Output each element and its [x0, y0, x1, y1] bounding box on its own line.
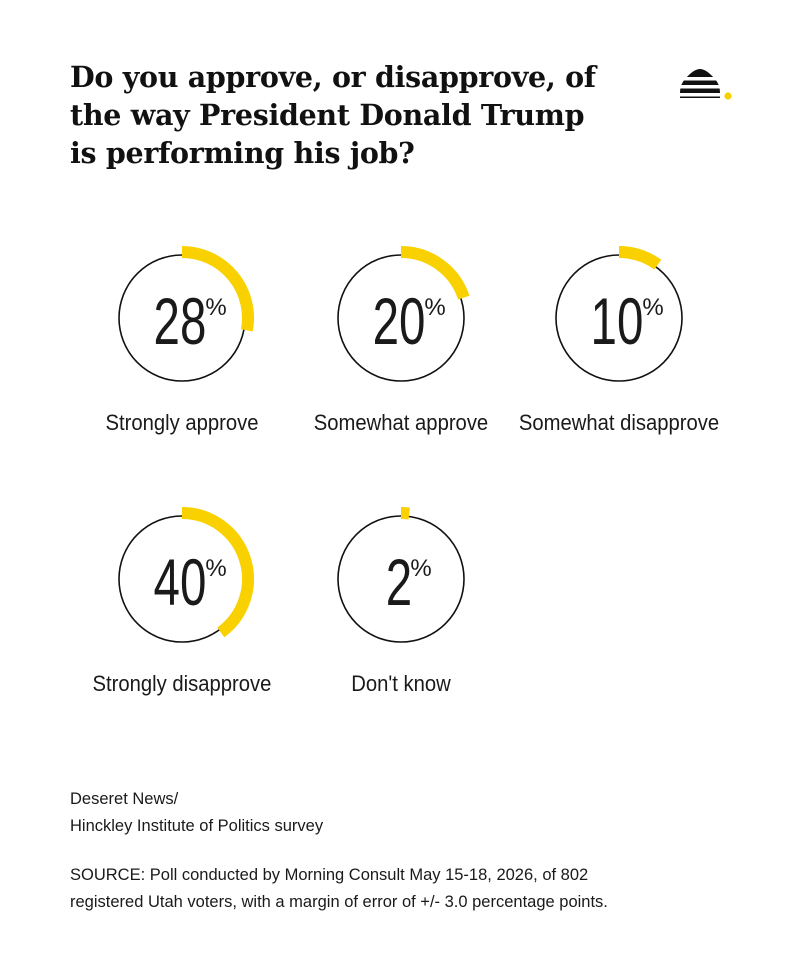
- credit: Deseret News/ Hinckley Institute of Poli…: [70, 786, 323, 840]
- donut-strongly-disapprove: 40%: [118, 507, 254, 643]
- category-label: Strongly approve: [105, 410, 259, 435]
- donut-value-arc: [181, 507, 254, 638]
- percent-sign: %: [424, 294, 445, 321]
- donut-value-label: 20: [373, 285, 426, 358]
- category-label: Don't know: [351, 671, 451, 696]
- credit-line-2: Hinckley Institute of Politics survey: [70, 817, 324, 835]
- donut-value-label: 28: [154, 285, 207, 358]
- percent-sign: %: [410, 555, 431, 582]
- donut-value-arc: [400, 246, 470, 300]
- category-label: Somewhat disapprove: [518, 410, 720, 435]
- donut-don-t-know: 2%: [337, 507, 465, 643]
- donut-value-label: 10: [591, 285, 644, 358]
- donut-value-label: 2: [386, 546, 412, 619]
- chart-title: Do you approve, or disapprove, of the wa…: [70, 60, 596, 170]
- donut-strongly-approve: 28%: [118, 246, 254, 382]
- source-line-1: SOURCE: Poll conducted by Morning Consul…: [70, 866, 589, 884]
- donut-value-arc: [400, 507, 411, 520]
- percent-sign: %: [205, 555, 226, 582]
- category-label: Strongly disapprove: [92, 671, 272, 696]
- donut-somewhat-approve: 20%: [337, 246, 470, 382]
- credit-line-1: Deseret News/: [70, 790, 179, 808]
- source-line-2: registered Utah voters, with a margin of…: [70, 893, 608, 911]
- percent-sign: %: [642, 294, 663, 321]
- category-label: Somewhat approve: [313, 410, 489, 435]
- donut-somewhat-disapprove: 10%: [555, 246, 683, 382]
- donut-value-arc: [618, 246, 662, 270]
- donut-value-arc: [181, 246, 254, 332]
- percent-sign: %: [205, 294, 226, 321]
- donut-value-label: 40: [154, 546, 207, 619]
- source-note: SOURCE: Poll conducted by Morning Consul…: [70, 862, 750, 916]
- beehive-icon: [678, 69, 732, 100]
